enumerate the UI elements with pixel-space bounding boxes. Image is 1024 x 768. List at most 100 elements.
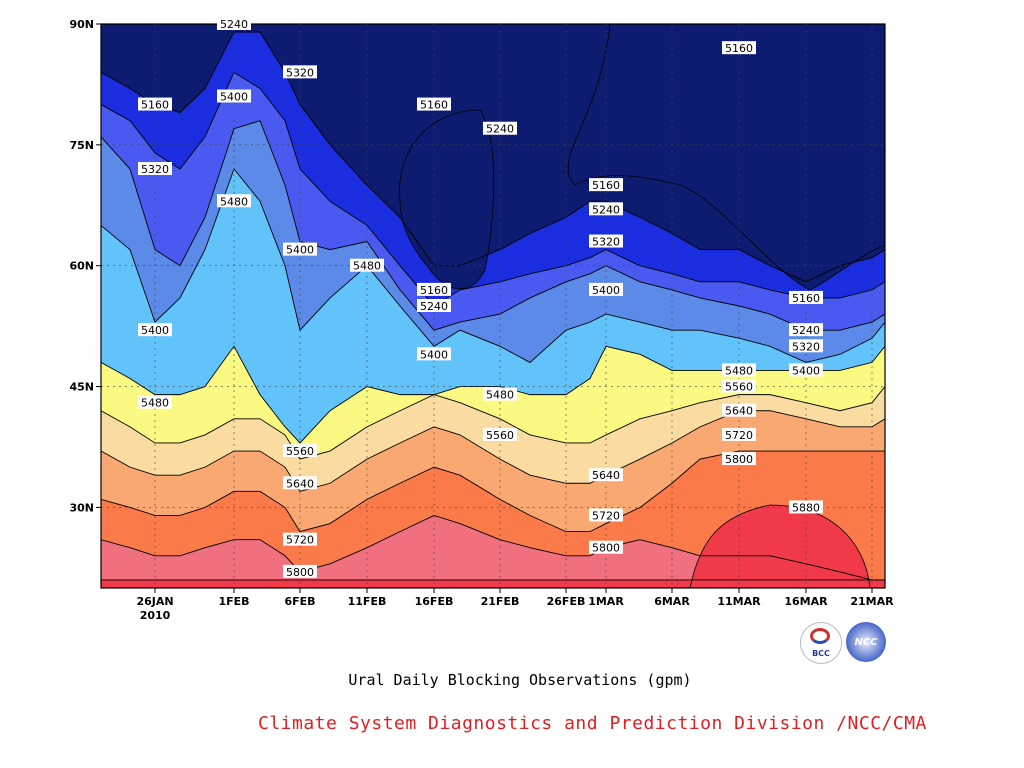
x-tick-label: 1MAR [588,595,624,608]
contour-label: 5640 [589,468,623,482]
svg-text:5480: 5480 [725,364,753,377]
contour-label: 5320 [789,339,823,353]
svg-text:5640: 5640 [286,477,314,490]
contour-label: 5480 [350,258,384,273]
svg-text:5800: 5800 [725,453,753,466]
contour-line [101,168,885,363]
contour-band [101,72,885,331]
contour-label: 5160 [722,41,756,55]
contour-label: 5320 [283,65,317,79]
svg-text:5160: 5160 [420,99,448,112]
svg-text:5400: 5400 [141,324,169,337]
contour-label: 5320 [589,234,623,249]
contour-band [101,346,885,460]
x-tick-label: 6FEB [284,595,315,608]
contour-label: 5480 [722,363,756,377]
x-tick-label: 6MAR [654,595,690,608]
svg-text:5800: 5800 [592,542,620,555]
svg-text:5640: 5640 [592,469,620,482]
svg-text:5480: 5480 [353,260,381,273]
x-tick-label: 21FEB [481,595,520,608]
contour-label: 5800 [589,540,623,555]
contour-label: 5240 [483,121,517,136]
svg-text:5320: 5320 [792,340,820,353]
svg-text:5720: 5720 [592,509,620,522]
contour-labels: 5240 5320 5160 5400 5160 5240 5160 5320 5480 5160… [138,17,823,579]
x-tick-label: 26JAN [136,595,173,608]
contour-band [101,579,885,588]
svg-text:5560: 5560 [286,445,314,458]
contour-label: 5400 [589,282,623,297]
contour-band [689,504,871,588]
x-tick-label: 21MAR [850,595,894,608]
plot-frame [100,23,886,589]
contour-label: 5160 [417,282,451,297]
x-year-label: 2010 [140,609,171,622]
x-tick-label: 16FEB [415,595,454,608]
svg-text:5640: 5640 [725,405,753,418]
svg-text:5560: 5560 [725,381,753,394]
svg-text:5320: 5320 [286,66,314,79]
contour-label: 5160 [138,97,172,112]
bcc-logo-icon: BCC [800,622,842,664]
svg-text:5480: 5480 [220,195,248,208]
contour-line [101,386,885,460]
svg-text:5800: 5800 [286,566,314,579]
contour-label: 5560 [283,444,317,458]
contour-label: 5480 [483,387,517,402]
contour-label: 5400 [138,323,172,337]
svg-text:5240: 5240 [220,18,248,31]
contour-label: 5880 [789,500,823,514]
contour-label: 5480 [217,194,251,208]
contour-line [101,120,885,331]
x-tick-label: 11MAR [717,595,761,608]
x-tick-label: 1FEB [218,595,249,608]
contour-label: 5800 [283,564,317,579]
svg-text:5480: 5480 [486,389,514,402]
x-tick-label: 11FEB [348,595,387,608]
svg-text:5320: 5320 [141,163,169,176]
contour-label: 5720 [283,532,317,547]
contour-band [101,169,885,443]
y-tick-label: 45N [69,381,94,394]
x-tick-label: 26FEB [547,595,586,608]
svg-text:5400: 5400 [792,364,820,377]
contour-label: 5720 [589,508,623,522]
svg-text:5400: 5400 [592,284,620,297]
svg-text:5160: 5160 [141,99,169,112]
svg-text:5400: 5400 [220,91,248,104]
svg-text:5160: 5160 [725,42,753,55]
contour-label: 5240 [217,17,251,31]
svg-text:5240: 5240 [592,203,620,216]
contour-label: 5640 [722,403,756,418]
contour-label: 5240 [417,299,451,313]
svg-text:5400: 5400 [286,244,314,257]
chart-title: Ural Daily Blocking Observations (gpm) [348,671,692,689]
svg-text:5160: 5160 [792,292,820,305]
y-tick-label: 90N [69,18,94,31]
contour-band [101,120,885,363]
contour-label: 5560 [722,379,756,394]
contour-line [101,71,885,307]
contour-label: 5800 [722,452,756,466]
svg-text:5320: 5320 [592,236,620,249]
y-tick-label: 60N [69,260,94,273]
svg-text:5160: 5160 [420,284,448,297]
x-tick-label: 16MAR [784,595,828,608]
svg-text:5240: 5240 [420,300,448,313]
contour-label: 5640 [283,476,317,490]
contour-line [101,515,885,581]
contour-band [101,32,885,307]
svg-text:5480: 5480 [141,397,169,410]
contour-label: 5720 [722,427,756,442]
contour-band [399,109,495,290]
contour-label: 5560 [483,427,517,442]
organization-credit: Climate System Diagnostics and Predictio… [258,713,927,734]
contour-label: 5320 [138,162,172,176]
svg-text:5240: 5240 [486,123,514,136]
svg-text:5400: 5400 [420,348,448,361]
ncc-logo-icon: NCC [846,622,886,662]
contour-label: 5240 [789,323,823,337]
svg-text:5880: 5880 [792,501,820,514]
